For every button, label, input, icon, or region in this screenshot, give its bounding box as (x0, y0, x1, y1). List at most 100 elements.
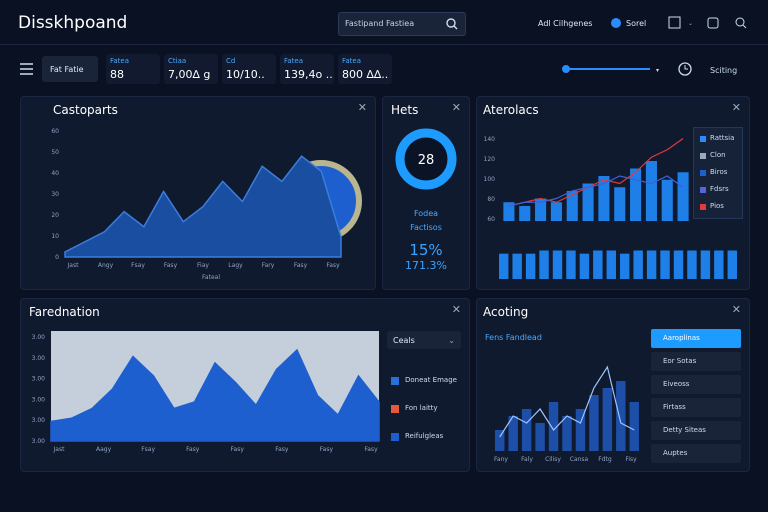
legend-label: Reifulgleas (405, 432, 444, 440)
bar (645, 161, 657, 221)
bar (499, 253, 509, 279)
bar (503, 202, 515, 221)
bar (593, 250, 603, 279)
bar (589, 395, 599, 451)
bar (714, 250, 724, 279)
close[interactable]: ✕ (731, 303, 741, 316)
bar (633, 250, 643, 279)
stat-label: Fatea (342, 57, 362, 65)
stat-card: Fatea 800 ∆∆.. (338, 54, 392, 84)
dropdown-label: Ceals (393, 336, 415, 345)
legend-swatch (700, 204, 706, 210)
close[interactable]: ✕ (357, 101, 367, 114)
stat-card: Fatea 88 (106, 54, 160, 84)
panel-title: Farednation (29, 305, 100, 319)
close[interactable]: ✕ (731, 101, 741, 114)
y-tick-label: 3.00 (32, 417, 46, 424)
bar (646, 250, 657, 279)
stat-label: Ctiaa (168, 57, 187, 65)
x-tick-label: Jast (67, 262, 80, 269)
panel-title: Castoparts (53, 103, 118, 117)
search-icon (446, 18, 458, 30)
bar (673, 250, 684, 279)
bar (677, 172, 689, 221)
y-tick-label: 3.00 (32, 438, 46, 445)
menu-item[interactable]: Firtass (651, 398, 741, 417)
panel: Castoparts ✕ 60 50 40 30 20 10 0 Jast Angy Fsay Fas… (20, 96, 376, 290)
bar (519, 206, 531, 221)
legend-label: Doneat Emage (405, 376, 457, 384)
y-tick-label: 60 (51, 128, 59, 135)
legend-label: Fon laitty (405, 404, 438, 412)
y-tick-label: 50 (51, 149, 59, 156)
bar (582, 183, 594, 221)
y-tick-label: 3.00 (32, 355, 46, 362)
y-tick-label: 3.00 (32, 334, 46, 341)
x-tick-label: Fasy (320, 446, 334, 453)
x-tick-label: Jast (53, 446, 66, 453)
x-tick-label: Fdtg (598, 456, 612, 463)
legend-label: Pios (710, 202, 724, 210)
stat-card: Fatea 139,4o .. (280, 54, 334, 84)
search-box[interactable]: Fastipand Fastiea (338, 12, 466, 36)
menu-item[interactable]: Aaroplinas (651, 329, 741, 348)
close[interactable]: ✕ (451, 101, 461, 114)
donut-value: 28 (417, 153, 435, 168)
bar (535, 198, 547, 221)
menu-label: Eiveoss (663, 380, 690, 388)
slider[interactable]: ▾ (560, 62, 670, 76)
x-tick-label: Fasy (231, 446, 245, 453)
bar (606, 250, 616, 279)
x-tick-label: Cilisy (545, 456, 561, 463)
legend-swatch (391, 377, 399, 385)
axis-title: Fateal (202, 274, 220, 281)
menu-item[interactable]: Eiveoss (651, 375, 741, 394)
x-tick-label: Fany (494, 456, 508, 463)
stat-label: Fatea (284, 57, 304, 65)
x-tick-label: Fasy (275, 446, 289, 453)
bar (525, 253, 536, 279)
legend-swatch (391, 405, 399, 413)
legend-swatch (700, 187, 706, 193)
menu-item[interactable]: Detty Siteas (651, 421, 741, 440)
bar (598, 176, 610, 221)
line (508, 138, 684, 207)
stat-value: 800 ∆∆.. (342, 68, 389, 81)
menu-item[interactable]: Auptes (651, 444, 741, 463)
bar (727, 250, 737, 279)
header-icons[interactable]: ⌄ (668, 15, 758, 31)
bar (548, 402, 559, 451)
x-tick-label: Fasy (364, 446, 378, 453)
bar (575, 409, 586, 451)
menu-icon[interactable] (20, 63, 34, 75)
bar (508, 416, 518, 451)
area (64, 155, 342, 258)
bar (521, 409, 532, 451)
bar (495, 430, 505, 451)
x-tick-label: Aagy (96, 446, 112, 453)
y-tick-label: 10 (51, 233, 59, 240)
nav-link[interactable]: Adl Cilhgenes (538, 19, 593, 28)
area-chart: 60 50 40 30 20 10 0 Jast Angy Fsay Fasy Fiay Lagy Far… (51, 128, 362, 281)
area-chart: 3.00 3.00 3.00 3.00 3.00 3.00 Jast Aagy Fsay Fasy… (32, 331, 380, 453)
bar (539, 250, 549, 279)
settings-link[interactable]: Sciting (710, 66, 738, 75)
legend-label: Biros (710, 168, 728, 176)
stat-value: 139,4o .. (284, 68, 333, 81)
menu-item[interactable]: Eor Sotas (651, 352, 741, 371)
panel: Farednation ✕ 3.00 3.00 3.00 3.00 3.00 3.00 Jas… (20, 298, 470, 472)
clock-icon[interactable] (677, 61, 693, 77)
close[interactable]: ✕ (451, 303, 461, 316)
y-tick-label: 3.00 (32, 376, 46, 383)
y-tick-label: 30 (51, 191, 59, 198)
panel: Acoting ✕ Fens Fandlead Fany Faly Cilisy Can… (476, 298, 750, 472)
panel-title: Aterolacs (483, 103, 539, 117)
nav-link[interactable]: Sorel (626, 19, 647, 28)
bar (512, 253, 522, 279)
bar (660, 250, 670, 279)
dropdown[interactable]: Ceals ⌄ (387, 331, 461, 349)
x-tick-label: Faly (521, 456, 533, 463)
tab[interactable]: Fat Fatie (42, 56, 98, 82)
combo-chart: Fany Faly Cilisy Cansa Fdtg Fisy (494, 365, 639, 463)
x-tick-label: Fsay (141, 446, 155, 453)
